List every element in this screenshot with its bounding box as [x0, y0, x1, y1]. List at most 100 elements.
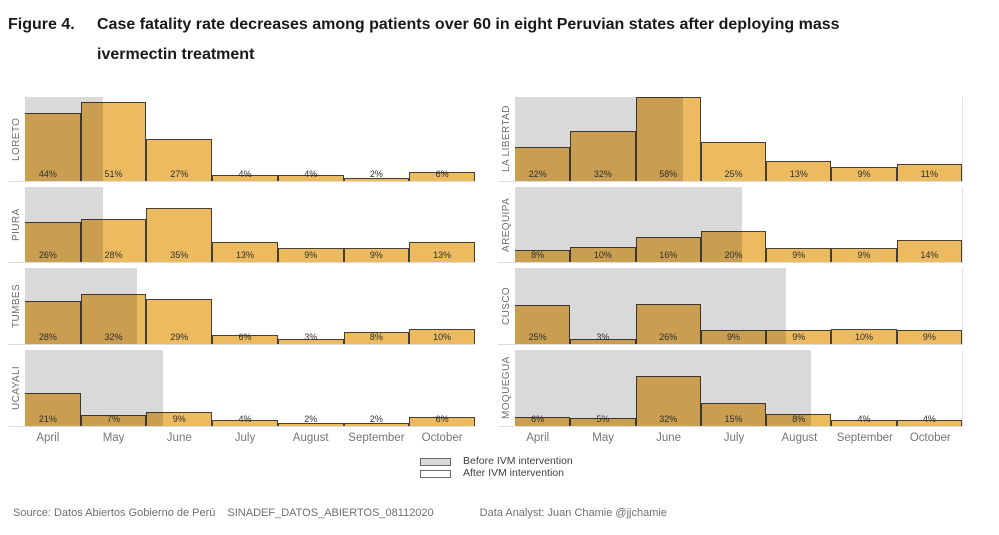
bar-value-label: 11%: [920, 169, 939, 179]
bar: [570, 339, 636, 344]
figure-title: Figure 4. Case fatality rate decreases a…: [8, 10, 989, 70]
bar-value-label: 21%: [38, 414, 57, 424]
panel-gutter: AREQUIPA: [498, 187, 515, 262]
bar: [277, 339, 344, 344]
bar: [277, 248, 344, 262]
chart-panel-la-libertad: LA LIBERTAD 22% 32% 58% 25% 13% 9% 11%: [498, 97, 963, 182]
panel-gutter: UCAYALI: [8, 350, 25, 426]
bar: [25, 393, 81, 426]
source-dataset: SINADEF_DATOS_ABIERTOS_08112020: [227, 507, 434, 519]
legend: Before IVM intervention After IVM interv…: [420, 456, 573, 480]
bar: [570, 246, 636, 262]
panel-plot: 44% 51% 27% 4% 4% 2% 6%: [25, 97, 475, 181]
figure-caption: Case fatality rate decreases among patie…: [97, 10, 989, 70]
bar-value-label: 2%: [369, 414, 383, 424]
panel-gutter: MOQUEGUA: [498, 350, 515, 426]
bar: [25, 300, 81, 344]
bar: [635, 237, 701, 262]
figure-caption-line1: Case fatality rate decreases among patie…: [97, 16, 840, 33]
bar: [146, 412, 213, 426]
bar-value-label: 9%: [857, 250, 871, 260]
month-axis: April May June July August September October: [498, 432, 963, 448]
bar-layer: 22% 32% 58% 25% 13% 9% 11%: [515, 97, 962, 181]
bar-value-label: 4%: [238, 414, 252, 424]
bar-value-label: 8%: [792, 414, 806, 424]
bar: [25, 112, 81, 181]
bar-value-label: 27%: [170, 169, 189, 179]
bar-value-label: 6%: [531, 414, 545, 424]
bar-value-label: 26%: [38, 250, 57, 260]
chart-panel-moquegua: MOQUEGUA 6% 5% 32% 15% 8% 4% 4%: [498, 350, 963, 427]
bar: [212, 419, 278, 426]
bar-value-label: 32%: [104, 332, 123, 342]
chart-panel-tumbes: TUMBES 28% 32% 29% 6% 3% 8% 10%: [8, 268, 475, 345]
bar: [515, 416, 571, 426]
month-axis-label: April: [526, 432, 550, 444]
bar-value-label: 8%: [369, 332, 383, 342]
chart-column-left: LORETO 44% 51% 27% 4% 4% 2% 6% PIURA 26% 28% 35% 13%…: [8, 97, 475, 448]
bar: [766, 160, 832, 181]
bar-value-label: 3%: [304, 332, 318, 342]
bar: [212, 241, 278, 262]
month-axis-label: July: [234, 432, 256, 444]
month-axis-label: August: [781, 432, 818, 444]
month-axis-band-layer: April May June July August September October: [15, 432, 475, 448]
chart-panel-loreto: LORETO 44% 51% 27% 4% 4% 2% 6%: [8, 97, 475, 182]
chart-panel-piura: PIURA 26% 28% 35% 13% 9% 9% 13%: [8, 187, 475, 263]
bar-value-label: 16%: [659, 250, 678, 260]
bar: [212, 174, 278, 181]
bar-layer: 28% 32% 29% 6% 3% 8% 10%: [25, 268, 475, 344]
bar-value-label: 9%: [792, 332, 806, 342]
bar-value-label: 9%: [304, 250, 318, 260]
bar: [343, 177, 410, 181]
state-label: TUMBES: [11, 283, 22, 329]
legend-swatch-after: [420, 469, 451, 478]
bar-value-label: 3%: [596, 332, 610, 342]
panel-plot: 25% 3% 26% 9% 9% 10% 9%: [515, 268, 963, 344]
bar: [343, 248, 410, 262]
bar-value-label: 4%: [304, 169, 318, 179]
bar: [409, 416, 475, 426]
month-axis-label: October: [909, 432, 951, 444]
month-axis-band-layer: April May June July August September October: [505, 432, 963, 448]
bar-value-label: 14%: [920, 250, 939, 260]
state-label: CUSCO: [501, 286, 512, 326]
panel-gutter: PIURA: [8, 187, 25, 262]
bar-value-label: 51%: [104, 169, 123, 179]
bar: [896, 419, 962, 426]
bar: [831, 167, 897, 181]
state-label: MOQUEGUA: [501, 356, 512, 420]
bar: [80, 294, 147, 344]
month-axis-label: June: [656, 432, 682, 444]
bar-layer: 26% 28% 35% 13% 9% 9% 13%: [25, 187, 475, 262]
panel-plot: 22% 32% 58% 25% 13% 9% 11%: [515, 97, 963, 181]
bar: [146, 139, 213, 181]
bar: [700, 330, 767, 344]
bar-value-label: 6%: [435, 169, 449, 179]
bar-value-label: 26%: [659, 332, 678, 342]
state-label: UCAYALI: [11, 365, 22, 411]
bar-value-label: 9%: [792, 250, 806, 260]
source-attribution: Source: Datos Abiertos Gobierno de Perú: [13, 507, 216, 519]
chart-panel-cusco: CUSCO 25% 3% 26% 9% 9% 10% 9%: [498, 268, 963, 345]
bar: [635, 303, 701, 344]
bar: [635, 376, 701, 426]
bar: [515, 249, 571, 262]
panel-plot: 28% 32% 29% 6% 3% 8% 10%: [25, 268, 475, 344]
month-axis-label: September: [836, 432, 893, 444]
bar: [80, 101, 147, 181]
bar-value-label: 13%: [433, 250, 452, 260]
bar-value-label: 4%: [922, 414, 936, 424]
figure-caption-line2: ivermectin treatment: [97, 46, 255, 63]
bar-value-label: 25%: [528, 332, 547, 342]
bar: [146, 299, 213, 344]
bar-value-label: 4%: [857, 414, 871, 424]
panel-gutter: CUSCO: [498, 268, 515, 344]
source-note: Source: Datos Abiertos Gobierno de Perú …: [13, 507, 667, 519]
bar: [831, 419, 897, 426]
bar-value-label: 32%: [659, 414, 678, 424]
bar-value-label: 25%: [724, 169, 743, 179]
month-axis-label: May: [592, 432, 614, 444]
bar: [25, 221, 81, 262]
bar: [766, 248, 832, 262]
